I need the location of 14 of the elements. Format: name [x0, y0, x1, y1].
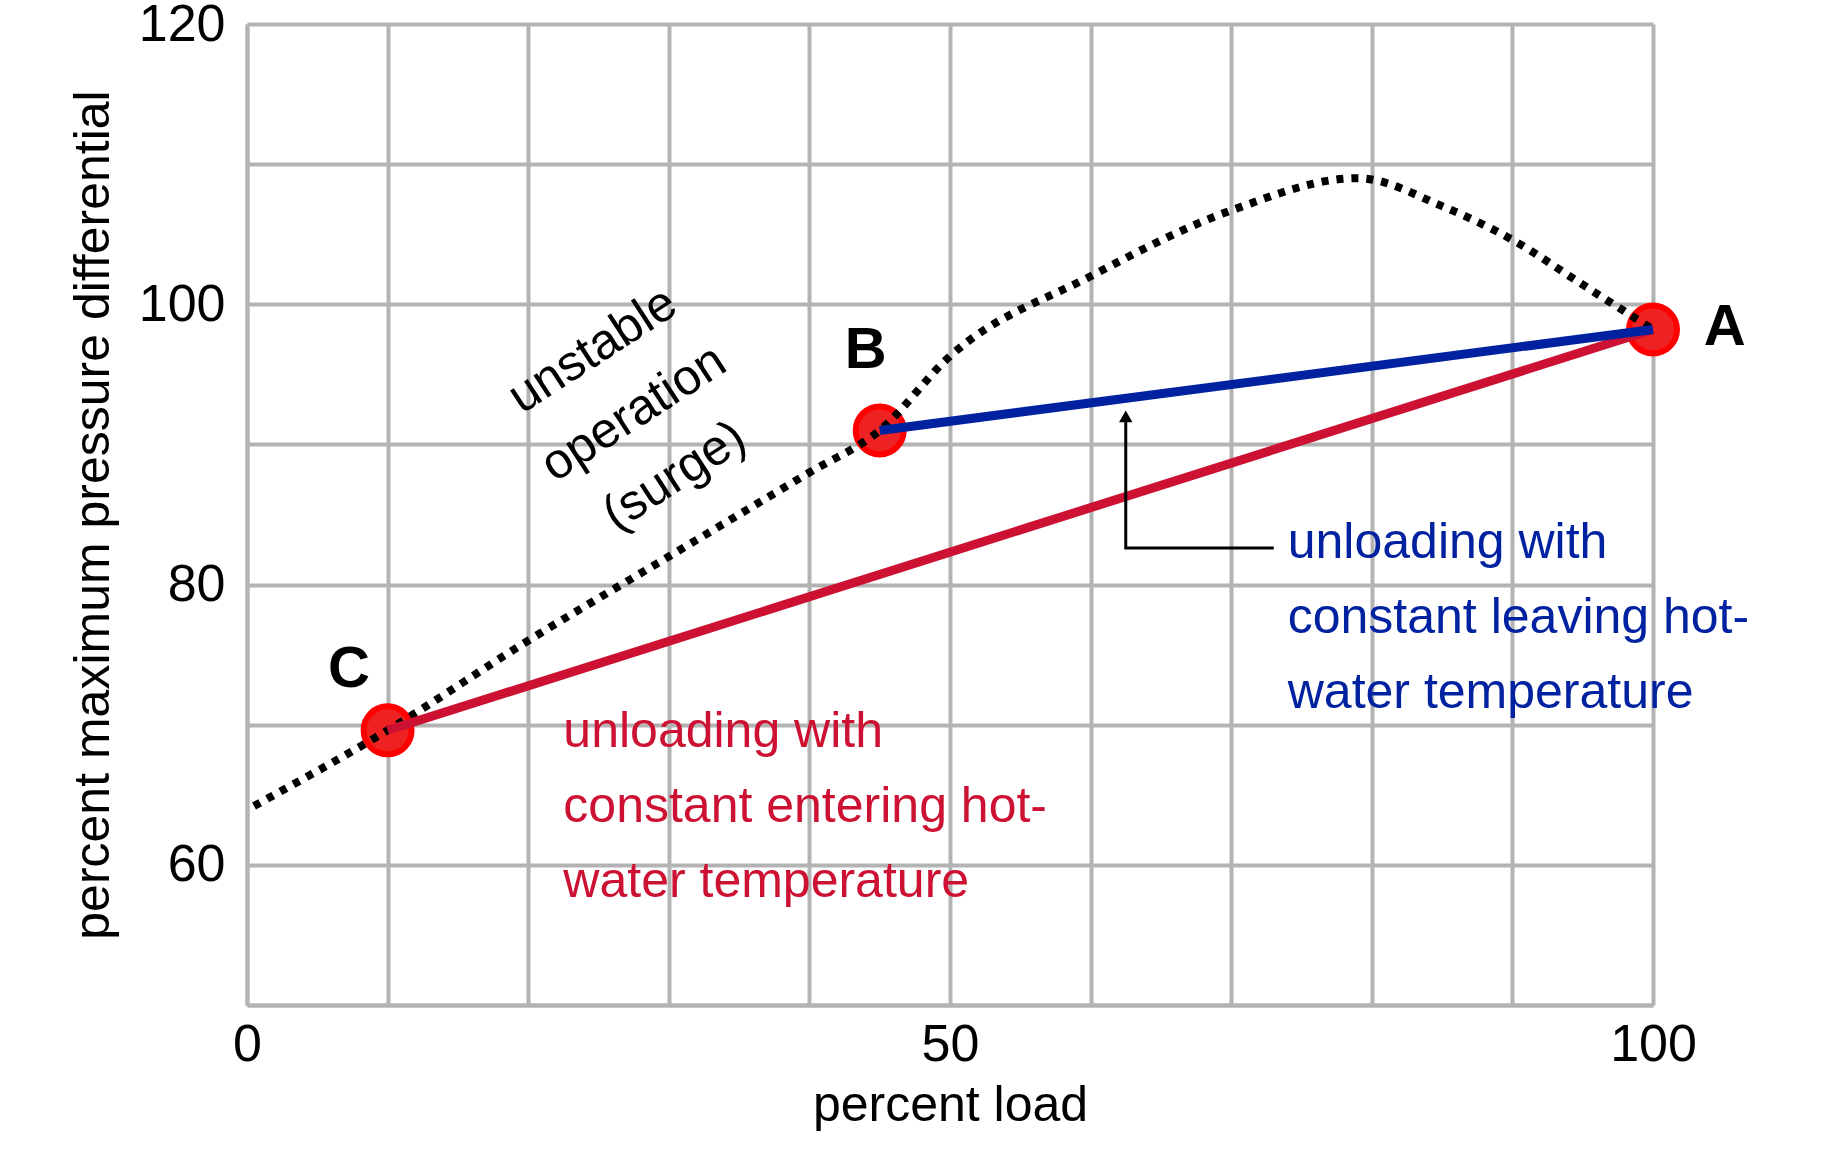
- y-tick-label: 100: [138, 273, 226, 332]
- annotation: unloading with constant entering hot- water temperature: [562, 702, 1048, 909]
- x-tick-label: 100: [1610, 1013, 1697, 1072]
- x-axis-title: percent load: [812, 1075, 1089, 1132]
- text: A: [1703, 292, 1746, 358]
- y-tick-label: 60: [167, 834, 226, 893]
- annotation: unloading with constant leaving hot- water temperature: [1286, 512, 1750, 719]
- y-tick-label: 120: [138, 0, 226, 52]
- y-tick-label: 80: [167, 554, 226, 613]
- x-tick-label: 50: [921, 1013, 980, 1072]
- annotation: C: [327, 634, 370, 700]
- y-axis-title: percent maximum pressure differential: [63, 90, 120, 940]
- annotation: B: [844, 314, 887, 380]
- x-tick-label: 0: [233, 1013, 262, 1072]
